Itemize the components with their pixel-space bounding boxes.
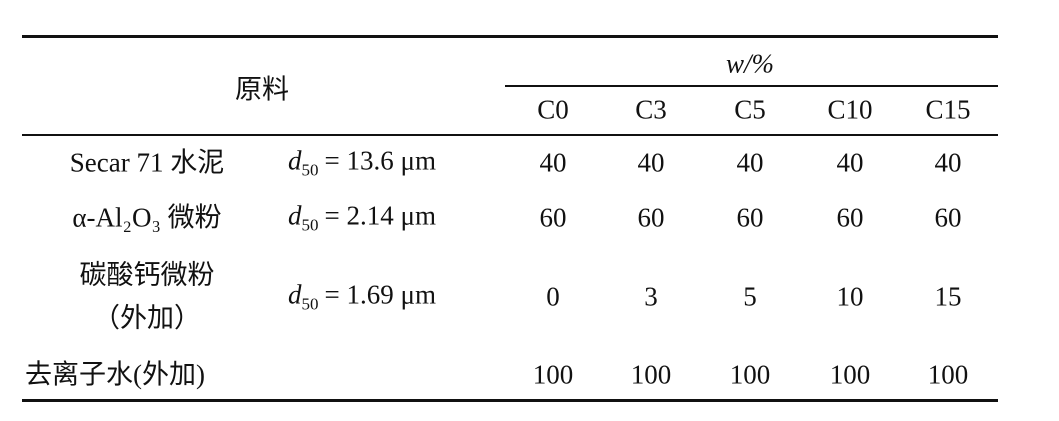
spec-subscript: 50: [301, 294, 319, 314]
spec-symbol: d: [288, 200, 302, 231]
group-header: w/%: [725, 48, 775, 79]
cell: 40: [637, 147, 665, 178]
bottom-rule: [22, 399, 998, 402]
cell: 5: [743, 281, 757, 312]
spec-text: = 1.69 μm: [324, 279, 436, 310]
column-header: C5: [734, 94, 766, 125]
spec-symbol: d: [288, 145, 302, 176]
cell: 15: [934, 281, 962, 312]
row-label: α-Al₂O₃ 微粉: [72, 202, 222, 233]
spec-subscript: 50: [301, 160, 319, 180]
cell: 100: [829, 359, 871, 390]
column-header: C0: [537, 94, 569, 125]
spec: d50 = 13.6 μm: [288, 145, 436, 180]
spec: d50 = 2.14 μm: [288, 200, 436, 235]
cell: 10: [836, 281, 864, 312]
cell: 0: [546, 281, 560, 312]
row-label: 碳酸钙微粉 （外加）: [80, 254, 215, 340]
cell: 60: [934, 202, 962, 233]
spec-text: = 2.14 μm: [324, 200, 436, 231]
material-header: 原料: [235, 74, 289, 105]
row-label-line: 碳酸钙微粉: [79, 260, 215, 290]
column-header: C15: [925, 94, 971, 125]
row-label-line: （外加）: [93, 303, 201, 333]
cell: 40: [736, 147, 764, 178]
column-header: C3: [635, 94, 667, 125]
cell: 60: [836, 202, 864, 233]
group-rule: [505, 85, 998, 87]
spec-subscript: 50: [301, 215, 319, 235]
cell: 100: [630, 359, 672, 390]
cell: 100: [927, 359, 969, 390]
cell: 100: [729, 359, 771, 390]
top-rule: [22, 35, 998, 38]
header-rule: [22, 134, 998, 136]
column-header: C10: [827, 94, 873, 125]
cell: 60: [539, 202, 567, 233]
cell: 40: [539, 147, 567, 178]
spec-text: = 13.6 μm: [324, 145, 436, 176]
cell: 3: [644, 281, 658, 312]
cell: 60: [736, 202, 764, 233]
cell: 40: [836, 147, 864, 178]
cell: 40: [934, 147, 962, 178]
row-label: 去离子水(外加): [25, 359, 205, 390]
spec: d50 = 1.69 μm: [288, 279, 436, 314]
row-label: Secar 71 水泥: [69, 147, 225, 178]
cell: 60: [637, 202, 665, 233]
spec-symbol: d: [288, 279, 302, 310]
cell: 100: [532, 359, 574, 390]
